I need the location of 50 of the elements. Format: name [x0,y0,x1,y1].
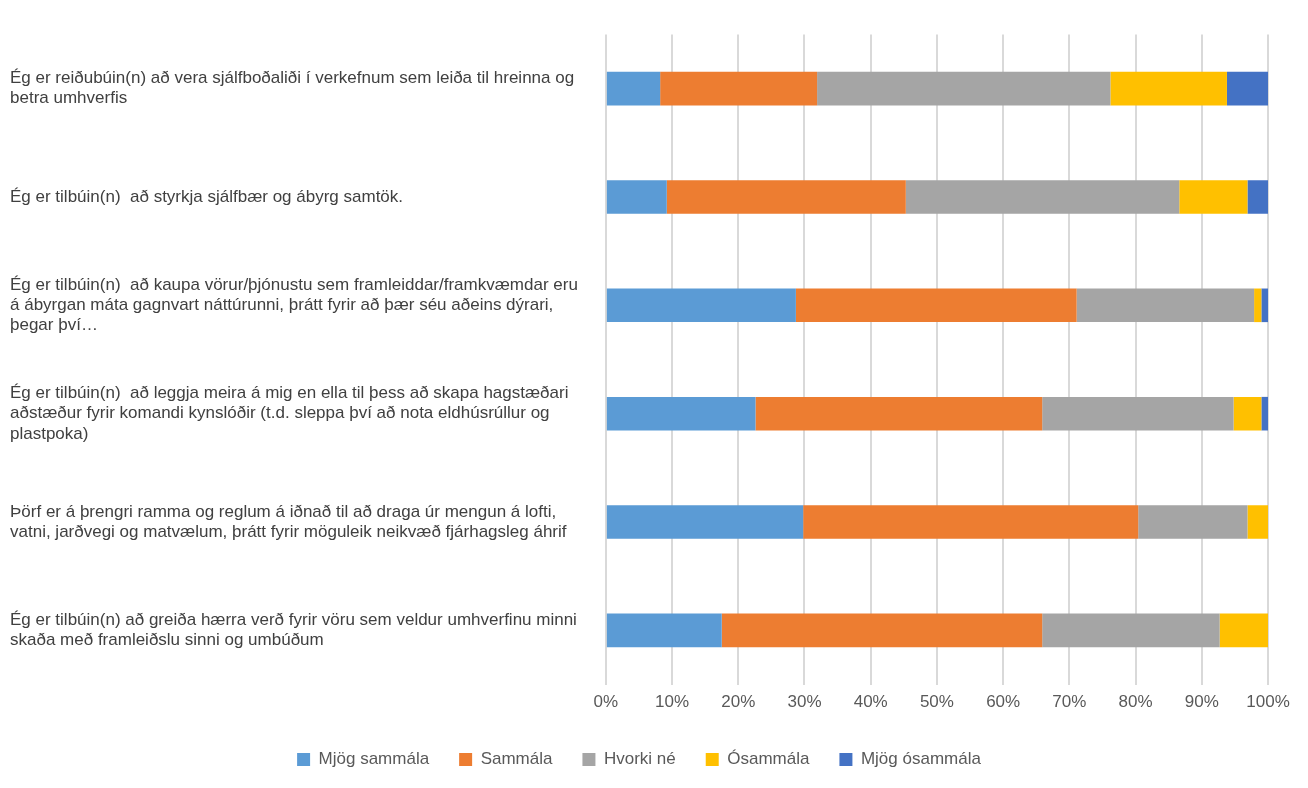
x-tick-label: 50% [919,692,954,712]
bar [606,613,722,648]
bar [606,505,804,539]
x-tick-label: 10% [655,692,690,712]
legend-label: Ósammála [727,749,810,769]
legend-label: Hvorki né [603,749,676,769]
x-tick-label: 30% [787,692,822,712]
y-tick-label: Þörf er á þrengri ramma og reglum á iðnað til að draga úr mengun á lofti, vatni, jarðvegi og matvælum, þrátt fyrir möguleik neikvæð fjárhagsleg áhrif [10,501,567,541]
legend-label: Mjög ósammála [860,749,982,769]
bar [755,396,1043,431]
bar [1138,505,1248,539]
x-tick-label: 40% [853,692,888,712]
bar [1254,288,1262,323]
bar [1042,613,1220,648]
bar [1042,396,1234,431]
bar [803,505,1139,539]
x-tick-label: 90% [1184,692,1219,712]
y-tick-label: Ég er tilbúin(n) að greiða hærra verð fyrir vöru sem veldur umhverfinu minni skaða með framleiðslu sinni og umbúðum [10,609,577,650]
bar [606,71,661,106]
x-tick-label: 80% [1118,692,1153,712]
bar [1076,288,1255,323]
y-tick-label: Ég er reiðubúin(n) að vera sjálfboðaliði í verkefnum sem leiða til hreinna og betra umhverfis [10,68,575,108]
bar [660,71,818,106]
bar [1110,71,1227,106]
legend-label: Mjög sammála [318,749,430,769]
x-tick-label: 0% [593,692,619,712]
bar [1219,613,1268,648]
y-tick-label: Ég er tilbúin(n) að styrkja sjálfbær og ábyrg samtök. [10,186,404,206]
bar [817,71,1111,106]
bar [721,613,1043,648]
x-tick-label: 60% [986,692,1021,712]
bar [1261,288,1268,323]
bar [1261,396,1268,431]
bar [1247,505,1268,539]
y-tick-label: Ég er tilbúin(n) að leggja meira á mig en ella til þess að skapa hagstæðari aðstæður fyrir komandi kynslóðir (t.d. sleppa því að nota eldhúsrúllur og plastpoka) [10,382,569,443]
x-tick-label: 70% [1052,692,1087,712]
bar [606,396,756,431]
bar [666,180,906,214]
bar [606,288,796,323]
bar [795,288,1077,323]
bar [1233,396,1262,431]
y-tick-label: Ég er tilbúin(n) að kaupa vörur/þjónustu sem framleiddar/framkvæmdar eru á ábyrgan máta gagnvart náttúrunni, þrátt fyrir að þær séu aðeins dýrari, þegar því… [10,274,578,335]
x-tick-label: 100% [1246,692,1290,712]
bar [1247,180,1268,214]
bar [606,180,667,214]
legend-label: Sammála [480,749,553,769]
x-tick-label: 20% [721,692,756,712]
bar [1179,180,1248,214]
bar [905,180,1180,214]
bar [1226,71,1268,106]
